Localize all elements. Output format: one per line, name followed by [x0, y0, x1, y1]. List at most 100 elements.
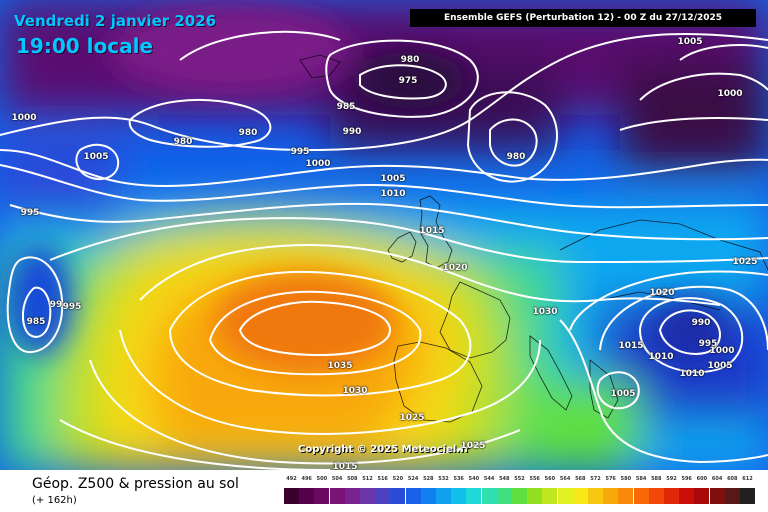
legend-tick-label: 560	[544, 476, 556, 482]
isobar-label: 1005	[707, 361, 733, 371]
coastlines	[299, 54, 768, 423]
legend-tick-label: 580	[620, 476, 632, 482]
legend-tick-label: 544	[483, 476, 495, 482]
legend-tick-label: 504	[331, 476, 343, 482]
isobar-label: 985	[336, 102, 356, 112]
copyright-notice: Copyright © 2025 Meteociel.fr	[298, 444, 470, 455]
legend-color-swatch	[466, 488, 482, 504]
isobar-label: 1010	[648, 352, 674, 362]
legend-color-swatch	[405, 488, 421, 504]
color-scale-legend: 492 496 500 504 508 512 516 520 524 528 532 536 540 5…	[284, 476, 755, 510]
legend-tick-label: 572	[590, 476, 601, 482]
forecast-date: Vendredi 2 janvier 2026	[14, 12, 217, 30]
map-footer: Géop. Z500 & pression au sol (+ 162h) 49…	[0, 470, 768, 512]
legend-tick-label: 536	[453, 476, 464, 482]
isobar-label: 1005	[83, 152, 109, 162]
legend-color-swatch	[512, 488, 527, 504]
isobar-label: 1005	[380, 174, 406, 184]
legend-tick-label: 512	[362, 476, 373, 482]
legend-color-swatch	[557, 488, 573, 504]
weather-map	[0, 0, 768, 470]
isobar-label: 1030	[342, 386, 368, 396]
legend-tick-label: 516	[377, 476, 388, 482]
isobar-label: 980	[238, 128, 258, 138]
legend-color-swatch	[603, 488, 619, 504]
legend-tick-label: 500	[316, 476, 328, 482]
legend-color-swatch	[314, 488, 330, 504]
legend-tick-label: 540	[468, 476, 480, 482]
isobar-label: 1015	[419, 226, 445, 236]
legend-tick-label: 548	[499, 476, 510, 482]
legend-color-swatch	[390, 488, 406, 504]
legend-color-swatch	[360, 488, 375, 504]
legend-tick-label: 556	[529, 476, 540, 482]
model-run-info: Ensemble GEFS (Perturbation 12) - 00 Z d…	[410, 9, 756, 27]
legend-color-swatch	[679, 488, 695, 504]
isobar-label: 1025	[732, 257, 758, 267]
isobar-label: 980	[400, 55, 420, 65]
legend-tick-label: 592	[666, 476, 677, 482]
legend-tick-label: 568	[575, 476, 586, 482]
legend-tick-label: 528	[423, 476, 434, 482]
legend-color-swatch	[375, 488, 391, 504]
isobar-label: 1035	[327, 361, 353, 371]
isobar-label: 980	[506, 152, 526, 162]
isobars	[0, 30, 768, 470]
legend-tick-label: 524	[407, 476, 419, 482]
isobar-label: 1000	[717, 89, 743, 99]
isobar-label: 995	[290, 147, 310, 157]
legend-color-swatch	[527, 488, 543, 504]
legend-color-swatch	[299, 488, 315, 504]
legend-tick-label: 608	[727, 476, 738, 482]
legend-color-swatch	[694, 488, 710, 504]
isobar-label: 99	[49, 300, 63, 310]
isobar-label: 1025	[399, 413, 425, 423]
legend-color-swatch	[436, 488, 451, 504]
isobar-label: 1015	[618, 341, 644, 351]
product-title: Géop. Z500 & pression au sol	[32, 476, 239, 492]
legend-color-swatch	[648, 488, 664, 504]
legend-tick-label: 600	[696, 476, 708, 482]
legend-tick-label: 552	[514, 476, 525, 482]
legend-color-swatch	[344, 488, 360, 504]
isobar-label: 1000	[709, 346, 735, 356]
legend-tick-label: 604	[711, 476, 723, 482]
legend-color-swatch	[633, 488, 649, 504]
legend-color-swatch	[542, 488, 558, 504]
isobar-label: 980	[173, 137, 193, 147]
isobar-label: 990	[691, 318, 711, 328]
legend-color-swatch	[451, 488, 467, 504]
legend-tick-label: 588	[651, 476, 662, 482]
legend-tick-label: 496	[301, 476, 312, 482]
legend-color-swatch	[420, 488, 436, 504]
isobar-label: 1010	[380, 189, 406, 199]
isobar-label: 1000	[11, 113, 37, 123]
legend-tick-label: 532	[438, 476, 449, 482]
legend-color-swatch	[496, 488, 512, 504]
isobar-label: 1030	[532, 307, 558, 317]
legend-color-swatch	[664, 488, 679, 504]
legend-tick-label: 576	[605, 476, 616, 482]
legend-color-swatch	[618, 488, 634, 504]
legend-color-swatch	[284, 488, 299, 504]
isobar-label: 1020	[649, 288, 675, 298]
forecast-local-time: 19:00 locale	[16, 34, 153, 58]
legend-tick-label: 520	[392, 476, 404, 482]
isobar-label: 985	[26, 317, 46, 327]
legend-tick-label: 596	[681, 476, 692, 482]
isobar-label: 1005	[677, 37, 703, 47]
isobar-label: 1025	[460, 441, 486, 451]
isobar-label: 995	[62, 302, 82, 312]
geopotential-color-field	[0, 0, 768, 470]
isobar-label: 1020	[442, 263, 468, 273]
legend-color-swatch	[740, 488, 755, 504]
legend-tick-label: 564	[559, 476, 571, 482]
legend-color-swatch	[572, 488, 588, 504]
legend-tick-label: 508	[347, 476, 358, 482]
legend-color-swatch	[481, 488, 497, 504]
isobar-label: 1000	[305, 159, 331, 169]
legend-tick-label: 612	[742, 476, 753, 482]
isobar-label: 1010	[679, 369, 705, 379]
legend-color-swatch	[588, 488, 603, 504]
